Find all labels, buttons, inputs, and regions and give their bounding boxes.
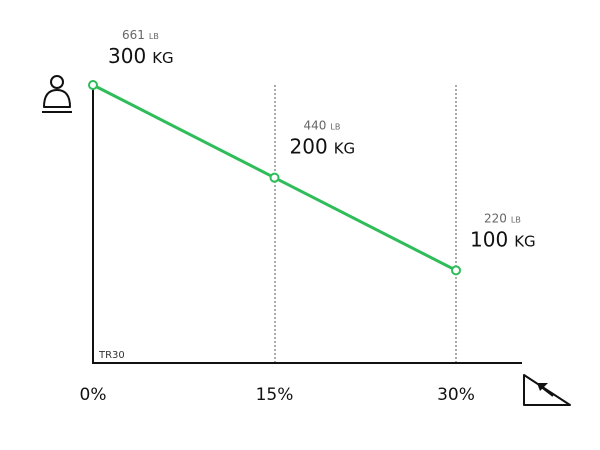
- weight-icon: [42, 75, 72, 113]
- data-point: [88, 80, 98, 90]
- x-tick-label: 30%: [437, 385, 475, 405]
- x-tick-label: 0%: [80, 385, 107, 405]
- incline-icon: [523, 374, 571, 406]
- data-label-lb: 661 LB: [122, 28, 159, 42]
- data-label-kg: 300 KG: [108, 44, 174, 68]
- x-tick-label: 15%: [256, 385, 294, 405]
- model-label: TR30: [98, 350, 125, 361]
- marks-layer: 661 LB 300 KG 0% 440 LB 200 KG 15% 220 LB 100 KG 30%: [80, 28, 536, 405]
- data-point: [451, 265, 461, 276]
- data-label-lb: 440 LB: [304, 119, 341, 133]
- data-point: [269, 172, 280, 183]
- data-label-lb: 220 LB: [484, 211, 521, 225]
- data-label-kg: 100 KG: [470, 227, 536, 251]
- data-label-kg: 200 KG: [290, 135, 356, 159]
